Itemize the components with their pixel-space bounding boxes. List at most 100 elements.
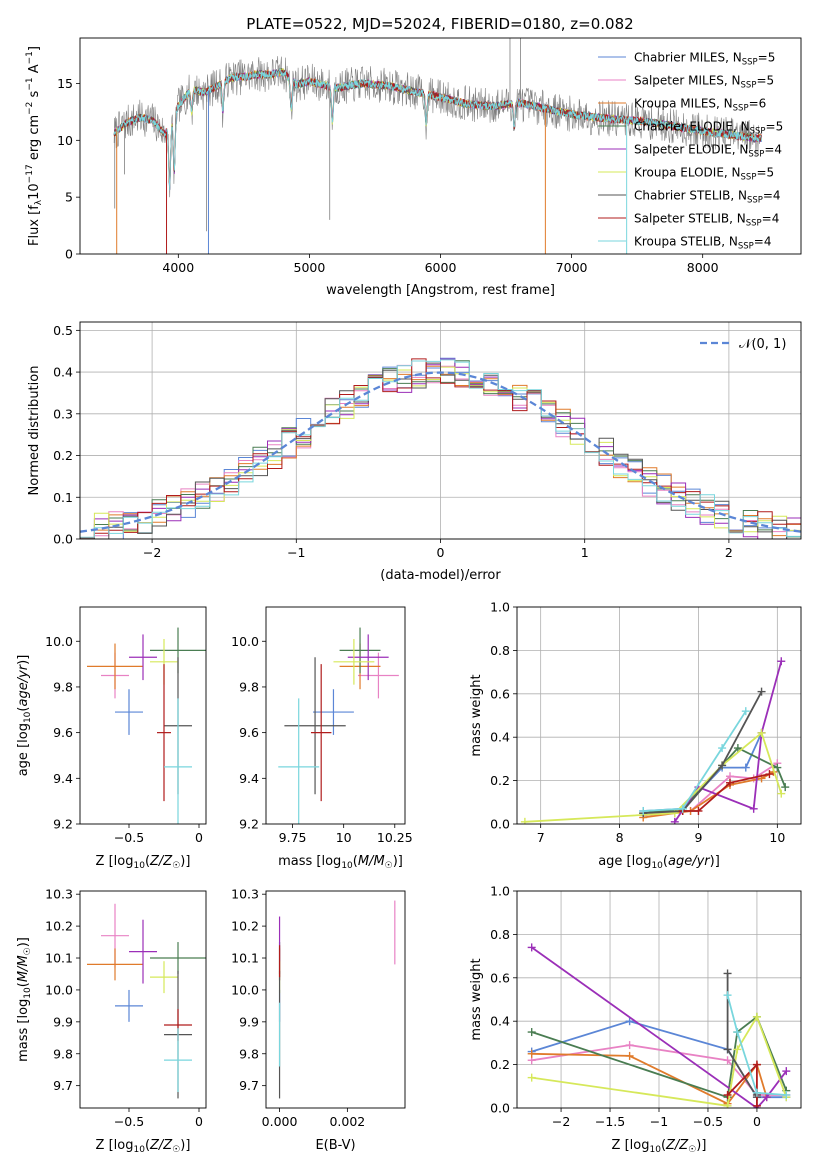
model-spectrum-line — [113, 68, 763, 191]
y-axis-label: mass [log10(M/M☉)] — [16, 937, 33, 1062]
x-axis-label: age [log10(age/yr)] — [598, 854, 720, 871]
y-tick-label: 9.8 — [53, 679, 73, 694]
legend-label: Chabrier MILES, NSSP=5 — [634, 51, 775, 68]
y-tick-label: 0.0 — [490, 1101, 510, 1116]
y-tick-label: 9.6 — [239, 725, 259, 740]
plot-area — [87, 903, 206, 1099]
panel-spectrum: 4000 5000 6000 7000 8000 0 5 10 15 wavelength [An… — [25, 37, 802, 298]
weight-line — [643, 691, 763, 814]
weight-line — [682, 773, 770, 812]
y-tick-label: 0.6 — [490, 970, 510, 985]
legend-label: Salpeter ELODIE, NSSP=4 — [634, 143, 782, 160]
y-tick-label: 10.2 — [231, 919, 259, 934]
y-tick-label: 15 — [57, 76, 73, 91]
y-tick-label: 0.4 — [490, 730, 510, 745]
y-tick-label: 9.2 — [53, 817, 73, 832]
legend-label: Salpeter MILES, NSSP=5 — [634, 74, 774, 91]
x-tick-label: 2 — [725, 545, 733, 560]
weight-line — [643, 732, 763, 812]
x-axis-label: Z [log10(Z/Z☉)] — [612, 1138, 707, 1155]
legend-label: Kroupa MILES, NSSP=6 — [634, 97, 766, 114]
normal-reference-curve — [80, 371, 801, 533]
x-tick-label: 0 — [437, 545, 445, 560]
x-tick-label: −1 — [287, 545, 305, 560]
y-tick-label: 10.3 — [231, 887, 259, 902]
x-tick-label: 4000 — [162, 260, 194, 275]
y-tick-label: 9.9 — [53, 1014, 73, 1029]
y-tick-label: 0.8 — [490, 643, 510, 658]
x-axis-label: E(B-V) — [315, 1138, 355, 1153]
y-tick-label: 9.7 — [53, 1078, 73, 1093]
y-tick-label: 9.8 — [53, 1046, 73, 1061]
x-tick-label: −2 — [143, 545, 161, 560]
y-tick-label: 0.2 — [53, 448, 73, 463]
y-axis-label: Flux [fλ10−17 erg cm−2 s−1 A−1] — [25, 46, 44, 246]
axes-frame — [79, 890, 207, 1109]
y-tick-label: 0.6 — [490, 686, 510, 701]
y-tick-label: 0.3 — [53, 406, 73, 421]
y-tick-label: 10.0 — [45, 634, 73, 649]
panel-mass_vs_EBV: 0.000 0.002 9.7 9.8 9.9 10.0 10.1 10.2 10.3 E(B-V… — [231, 887, 406, 1153]
panel-age_vs_Z: −0.5 0 9.2 9.4 9.6 9.8 10.0 Z [log10(Z/Z☉)] age … — [16, 606, 207, 871]
y-tick-label: 0.4 — [53, 365, 73, 380]
x-tick-label: 0 — [753, 1114, 761, 1129]
y-axis-label: age [log10(age/yr)] — [16, 655, 33, 777]
y-tick-label: 9.8 — [239, 679, 259, 694]
y-axis-label: Normed distribution — [27, 366, 42, 496]
axes-frame — [79, 37, 802, 255]
panel-age_vs_mass: 9.75 10 10.25 9.2 9.4 9.6 9.8 10.0 mass [log10(M… — [231, 606, 413, 871]
y-tick-label: 1.0 — [490, 884, 510, 899]
x-tick-label: 0.000 — [262, 1114, 298, 1129]
x-tick-label: 8000 — [687, 260, 719, 275]
legend-label: Salpeter STELIB, NSSP=4 — [634, 212, 779, 229]
y-tick-label: 0 — [65, 247, 73, 262]
histogram-step — [80, 362, 801, 539]
y-tick-label: 10.3 — [45, 887, 73, 902]
y-tick-label: 1.0 — [490, 600, 510, 615]
x-axis-label: wavelength [Angstrom, rest frame] — [326, 283, 555, 298]
x-tick-label: 10 — [769, 830, 785, 845]
x-tick-label: 7000 — [556, 260, 588, 275]
x-tick-label: −0.5 — [114, 830, 144, 845]
plot-area — [520, 657, 790, 824]
x-tick-label: −1 — [650, 1114, 668, 1129]
y-tick-label: 9.6 — [53, 725, 73, 740]
y-tick-label: 9.8 — [239, 1046, 259, 1061]
y-tick-label: 0.0 — [490, 817, 510, 832]
x-tick-label: −0.5 — [114, 1114, 144, 1129]
y-tick-label: 9.4 — [239, 771, 259, 786]
x-tick-label: 0.002 — [329, 1114, 365, 1129]
panel-weight_vs_age: 7 8 9 10 0.0 0.2 0.4 0.6 0.8 1.0 mass weight age [l… — [469, 600, 802, 871]
axes-frame — [79, 321, 802, 540]
y-tick-label: 10.2 — [45, 919, 73, 934]
y-tick-label: 10.0 — [45, 982, 73, 997]
x-tick-label: 9 — [694, 830, 702, 845]
weight-line — [643, 710, 747, 812]
x-tick-label: 6000 — [425, 260, 457, 275]
y-tick-label: 10.0 — [231, 982, 259, 997]
x-tick-label: −0.5 — [693, 1114, 723, 1129]
plot-area — [80, 357, 801, 539]
y-tick-label: 9.2 — [239, 817, 259, 832]
x-tick-label: 8 — [616, 830, 624, 845]
y-axis-label: mass weight — [469, 674, 484, 756]
x-tick-label: 5000 — [294, 260, 326, 275]
y-tick-label: 9.7 — [239, 1078, 259, 1093]
plot-area — [278, 900, 396, 1099]
weight-line — [726, 994, 787, 1096]
x-tick-label: 10 — [336, 830, 352, 845]
y-tick-label: 0.5 — [53, 323, 73, 338]
x-tick-label: −2 — [552, 1114, 570, 1129]
x-axis-label: mass [log10(M/M☉)] — [278, 854, 403, 871]
x-tick-label: 0 — [195, 1114, 203, 1129]
panel-residuals: −2 −1 0 1 2 0.0 0.1 0.2 0.3 0.4 0.5 (data-model)/er… — [27, 321, 802, 583]
y-tick-label: 9.9 — [239, 1014, 259, 1029]
legend-label: Kroupa STELIB, NSSP=4 — [634, 235, 772, 252]
y-tick-label: 10.0 — [231, 634, 259, 649]
histogram-step — [80, 359, 801, 538]
x-axis-label: Z [log10(Z/Z☉)] — [96, 854, 191, 871]
axes-frame — [516, 606, 802, 825]
plot-area — [87, 627, 206, 824]
